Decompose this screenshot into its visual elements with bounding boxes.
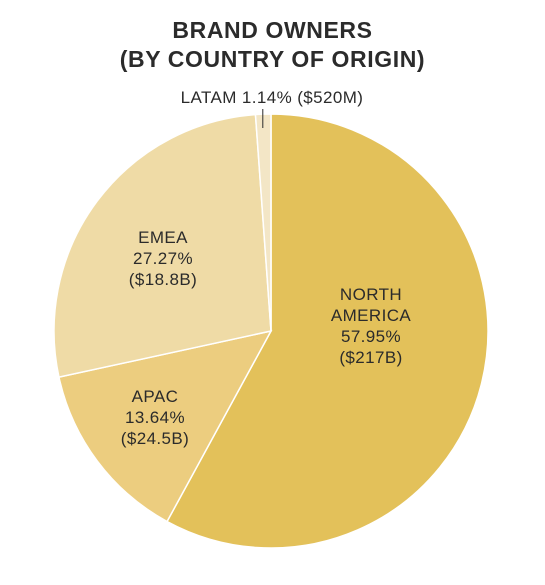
pie-slices — [53, 113, 489, 549]
pie-slice-label-line: 57.95% — [341, 327, 401, 346]
pie-slice-north-america — [166, 113, 489, 549]
pie-slice-label-north-america: NORTH AMERICA 57.95% ($217B) — [331, 285, 412, 367]
chart-title: BRAND OWNERS (BY COUNTRY OF ORIGIN) — [0, 16, 545, 74]
pie-slice-label-line: 13.64% — [125, 408, 185, 427]
pie-slice-label-line: APAC — [132, 387, 179, 406]
chart-title-line-2: (BY COUNTRY OF ORIGIN) — [119, 46, 426, 72]
pie-slice-label-line: LATAM 1.14% ($520M) — [181, 88, 364, 107]
pie-slice-label-apac: APAC 13.64% ($24.5B) — [121, 387, 189, 448]
pie-slice-label-line: EMEA — [138, 228, 188, 247]
pie-slice-label-emea: EMEA 27.27% ($18.8B) — [129, 228, 197, 289]
pie-slice-label-line: ($18.8B) — [129, 270, 197, 289]
chart-title-line-1: BRAND OWNERS — [172, 17, 373, 43]
pie-slice-label-latam: LATAM 1.14% ($520M) — [181, 88, 364, 107]
pie-slice-label-line: ($217B) — [339, 348, 402, 367]
pie-slice-label-line: NORTH — [340, 285, 402, 304]
pie-slice-label-line: 27.27% — [133, 249, 193, 268]
pie-slice-emea — [53, 113, 272, 379]
pie-slice-label-line: ($24.5B) — [121, 429, 189, 448]
pie-slice-apac — [58, 329, 273, 523]
pie-slice-label-line: AMERICA — [331, 306, 412, 325]
pie-labels: NORTH AMERICA 57.95% ($217B) APAC 13.64% ($24.… — [121, 88, 412, 448]
